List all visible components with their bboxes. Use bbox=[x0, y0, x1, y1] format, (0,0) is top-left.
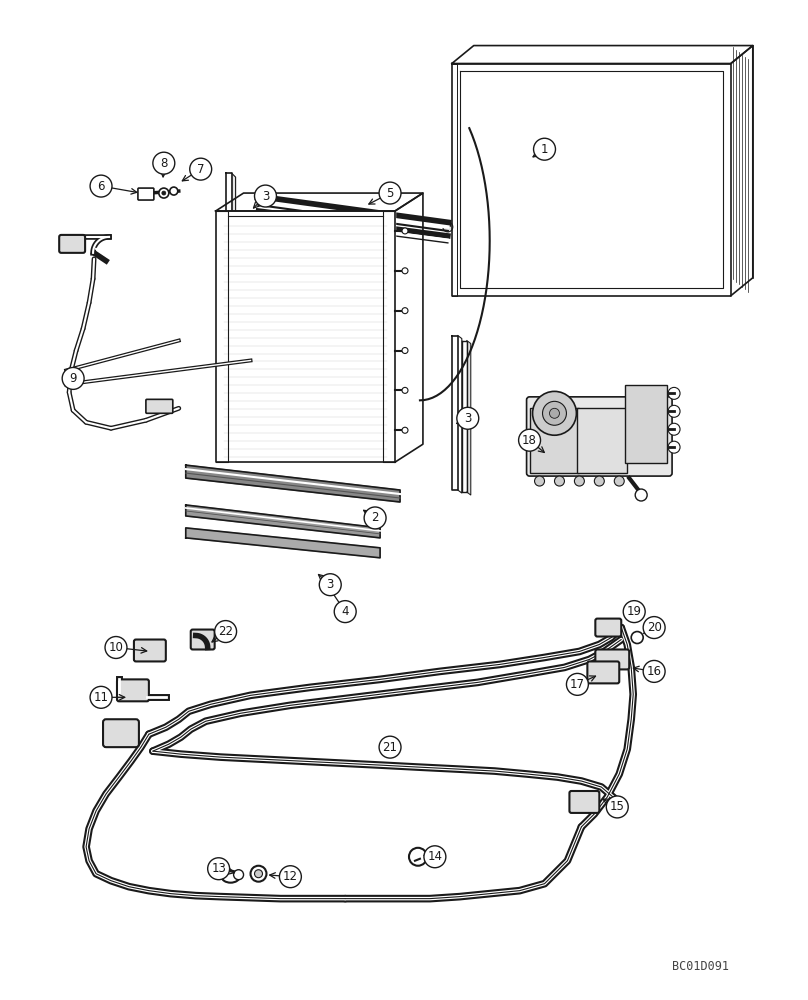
Circle shape bbox=[215, 621, 237, 643]
Text: 2: 2 bbox=[372, 511, 379, 524]
Text: 17: 17 bbox=[570, 678, 585, 691]
Circle shape bbox=[606, 796, 629, 818]
Circle shape bbox=[623, 601, 645, 623]
Text: 4: 4 bbox=[342, 605, 349, 618]
Circle shape bbox=[635, 489, 647, 501]
Polygon shape bbox=[216, 211, 395, 462]
Text: 3: 3 bbox=[326, 578, 334, 591]
Polygon shape bbox=[186, 465, 400, 502]
Circle shape bbox=[379, 182, 401, 204]
Circle shape bbox=[595, 476, 604, 486]
Circle shape bbox=[255, 185, 276, 207]
Text: 1: 1 bbox=[541, 143, 549, 156]
Text: 14: 14 bbox=[427, 850, 443, 863]
Circle shape bbox=[535, 476, 545, 486]
Circle shape bbox=[402, 228, 408, 234]
Circle shape bbox=[402, 308, 408, 314]
Text: 3: 3 bbox=[262, 190, 269, 203]
Circle shape bbox=[105, 637, 127, 658]
Circle shape bbox=[614, 476, 625, 486]
Polygon shape bbox=[467, 341, 471, 495]
Text: 20: 20 bbox=[646, 621, 662, 634]
Text: 21: 21 bbox=[382, 741, 398, 754]
Circle shape bbox=[159, 188, 169, 198]
Text: 7: 7 bbox=[197, 163, 204, 176]
Circle shape bbox=[379, 736, 401, 758]
FancyBboxPatch shape bbox=[587, 661, 619, 683]
Circle shape bbox=[643, 617, 665, 639]
Circle shape bbox=[335, 601, 356, 623]
FancyBboxPatch shape bbox=[570, 791, 600, 813]
Circle shape bbox=[250, 866, 267, 882]
Circle shape bbox=[643, 660, 665, 682]
FancyBboxPatch shape bbox=[117, 679, 149, 701]
Text: 16: 16 bbox=[646, 665, 662, 678]
Circle shape bbox=[162, 191, 166, 195]
FancyBboxPatch shape bbox=[595, 619, 621, 637]
Circle shape bbox=[519, 429, 541, 451]
Circle shape bbox=[255, 870, 263, 878]
Text: 12: 12 bbox=[283, 870, 298, 883]
Circle shape bbox=[549, 408, 559, 418]
Text: 9: 9 bbox=[69, 372, 77, 385]
Circle shape bbox=[90, 686, 112, 708]
Circle shape bbox=[208, 858, 229, 880]
Ellipse shape bbox=[221, 871, 239, 883]
Circle shape bbox=[319, 574, 341, 596]
FancyBboxPatch shape bbox=[138, 188, 154, 200]
Circle shape bbox=[532, 391, 576, 435]
Circle shape bbox=[554, 476, 565, 486]
Text: 11: 11 bbox=[94, 691, 108, 704]
FancyBboxPatch shape bbox=[59, 235, 85, 253]
Text: 8: 8 bbox=[160, 157, 167, 170]
Circle shape bbox=[280, 866, 301, 888]
Circle shape bbox=[668, 405, 680, 417]
Circle shape bbox=[574, 476, 584, 486]
Circle shape bbox=[402, 427, 408, 433]
Circle shape bbox=[153, 152, 175, 174]
Circle shape bbox=[364, 507, 386, 529]
Text: 19: 19 bbox=[627, 605, 642, 618]
Text: 10: 10 bbox=[108, 641, 124, 654]
Polygon shape bbox=[232, 173, 236, 462]
FancyBboxPatch shape bbox=[134, 640, 166, 661]
FancyBboxPatch shape bbox=[595, 649, 629, 669]
FancyBboxPatch shape bbox=[146, 399, 173, 413]
Circle shape bbox=[409, 848, 427, 866]
Text: 13: 13 bbox=[211, 862, 226, 875]
Text: 3: 3 bbox=[464, 412, 471, 425]
Circle shape bbox=[443, 222, 452, 232]
Bar bbox=[625, 385, 667, 463]
Circle shape bbox=[402, 268, 408, 274]
Circle shape bbox=[234, 870, 243, 880]
Text: BC01D091: BC01D091 bbox=[672, 960, 729, 973]
Polygon shape bbox=[186, 528, 380, 558]
Text: 5: 5 bbox=[386, 187, 393, 200]
Circle shape bbox=[90, 175, 112, 197]
Circle shape bbox=[457, 407, 479, 429]
Circle shape bbox=[668, 423, 680, 435]
Circle shape bbox=[402, 387, 408, 393]
Circle shape bbox=[62, 367, 84, 389]
Circle shape bbox=[533, 138, 555, 160]
FancyBboxPatch shape bbox=[191, 630, 215, 649]
Circle shape bbox=[631, 632, 643, 644]
Circle shape bbox=[424, 846, 446, 868]
Circle shape bbox=[402, 348, 408, 354]
FancyBboxPatch shape bbox=[527, 397, 672, 476]
Circle shape bbox=[668, 441, 680, 453]
Text: 15: 15 bbox=[610, 800, 625, 813]
FancyBboxPatch shape bbox=[103, 719, 139, 747]
Text: 6: 6 bbox=[97, 180, 105, 193]
Text: 18: 18 bbox=[522, 434, 537, 447]
Circle shape bbox=[566, 673, 588, 695]
Circle shape bbox=[190, 158, 212, 180]
Bar bbox=[529, 408, 579, 473]
Polygon shape bbox=[186, 505, 380, 538]
Circle shape bbox=[542, 401, 566, 425]
Bar bbox=[578, 408, 627, 473]
Text: 22: 22 bbox=[218, 625, 234, 638]
Circle shape bbox=[668, 387, 680, 399]
Circle shape bbox=[170, 187, 178, 195]
